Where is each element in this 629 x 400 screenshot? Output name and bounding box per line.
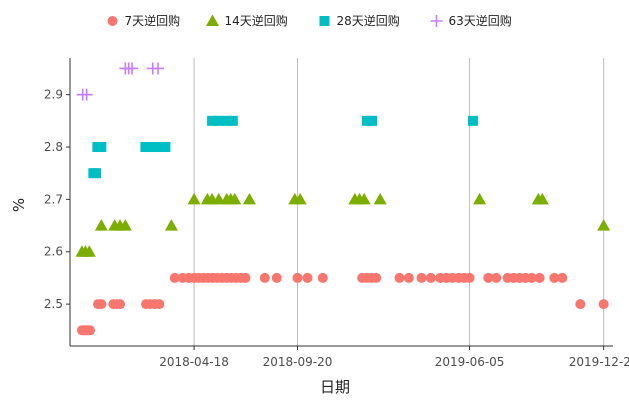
data-point — [187, 192, 201, 205]
y-axis-title: % — [10, 198, 28, 212]
data-point — [118, 219, 132, 231]
series-3 — [88, 115, 478, 179]
data-point — [491, 272, 502, 283]
x-tick-label: 2018-09-20 — [263, 355, 333, 369]
data-point — [126, 62, 139, 75]
legend-item-1: 7天逆回购 — [107, 13, 181, 28]
data-point — [394, 272, 405, 283]
legend-label: 7天逆回购 — [125, 13, 181, 28]
x-tick-label: 2018-04-18 — [159, 355, 229, 369]
data-point — [483, 272, 494, 283]
data-point — [371, 272, 382, 283]
series-4 — [76, 62, 165, 101]
data-point — [228, 192, 242, 205]
data-point — [207, 115, 218, 126]
x-tick-label: 2019-06-05 — [435, 355, 505, 369]
data-point — [557, 272, 568, 283]
y-tick-label: 2.7 — [44, 192, 63, 206]
data-point — [549, 272, 560, 283]
data-point — [82, 245, 96, 257]
y-tick-label: 2.5 — [44, 297, 63, 311]
legend-key — [430, 15, 443, 27]
legend-key — [107, 16, 118, 26]
y-tick-label: 2.6 — [44, 245, 63, 259]
data-point — [464, 272, 475, 283]
data-point — [293, 192, 307, 205]
data-point — [535, 192, 549, 205]
data-point — [169, 272, 180, 283]
data-point — [91, 168, 102, 179]
data-point — [221, 115, 232, 126]
data-point — [147, 142, 158, 153]
data-point — [240, 272, 251, 283]
data-point — [259, 272, 270, 283]
data-point — [94, 219, 108, 231]
data-point — [416, 272, 427, 283]
data-point — [96, 142, 107, 153]
data-point — [271, 272, 282, 283]
data-point — [597, 219, 611, 231]
data-point — [213, 115, 224, 126]
data-point — [526, 272, 537, 283]
data-point — [598, 299, 609, 310]
data-point — [154, 299, 165, 310]
data-point — [357, 192, 371, 205]
data-point — [575, 299, 586, 310]
legend-item-2: 14天逆回购 — [206, 13, 288, 28]
data-points — [75, 62, 611, 336]
data-point — [403, 272, 414, 283]
data-point — [164, 219, 178, 231]
data-point — [292, 272, 303, 283]
data-point — [85, 325, 96, 336]
data-point — [534, 272, 545, 283]
data-point — [373, 192, 387, 205]
data-point — [80, 88, 93, 101]
data-point — [152, 62, 165, 75]
data-point — [160, 142, 171, 153]
legend-key — [206, 14, 219, 26]
series-1 — [77, 272, 609, 336]
axes: 2.5 2.6 2.7 2.8 2.9 2018-04-18 2018-09-20 2019-… — [44, 58, 629, 369]
data-point — [317, 272, 328, 283]
data-point — [467, 115, 478, 126]
legend-label: 63天逆回购 — [449, 13, 512, 28]
legend-item-3: 28天逆回购 — [319, 13, 400, 28]
data-point — [425, 272, 436, 283]
data-point — [367, 115, 378, 126]
legend: 7天逆回购 14天逆回购 28天逆回购 63天逆回购 — [107, 13, 512, 28]
legend-item-4: 63天逆回购 — [430, 13, 512, 28]
series-2 — [75, 192, 611, 257]
legend-label: 14天逆回购 — [225, 13, 288, 28]
y-tick-label: 2.8 — [44, 140, 63, 154]
data-point — [473, 192, 487, 205]
data-point — [361, 115, 372, 126]
legend-label: 28天逆回购 — [337, 13, 400, 28]
data-point — [96, 299, 107, 310]
x-axis-title: 日期 — [320, 378, 350, 396]
data-point — [242, 192, 256, 205]
x-tick-label: 2019-12-23 — [569, 355, 629, 369]
data-point — [115, 299, 126, 310]
data-point — [153, 142, 164, 153]
data-point — [302, 272, 313, 283]
data-point — [227, 115, 238, 126]
y-tick-label: 2.9 — [44, 88, 63, 102]
data-point — [140, 142, 151, 153]
legend-key — [319, 16, 330, 26]
